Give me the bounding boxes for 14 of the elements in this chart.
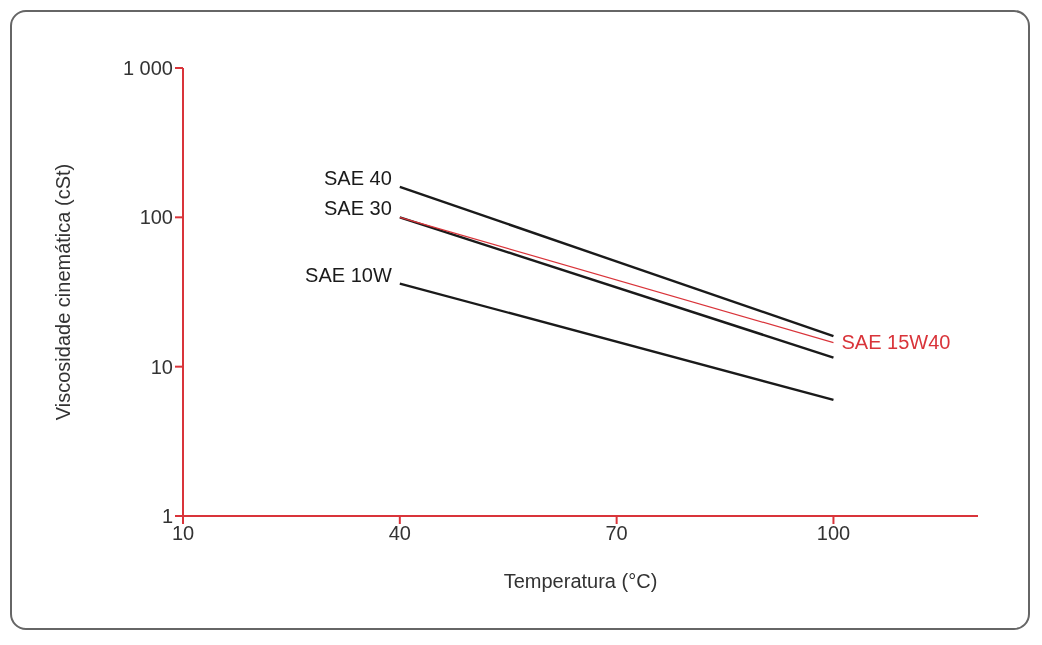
y-tick-label: 1 bbox=[161, 505, 173, 528]
x-tick-label: 70 bbox=[605, 522, 628, 545]
series-label: SAE 10W bbox=[305, 263, 392, 286]
x-tick-label: 40 bbox=[388, 522, 411, 545]
y-axis-title: Viscosidade cinemática (cSt) bbox=[52, 163, 75, 421]
x-axis-title: Temperatura (°C) bbox=[503, 570, 658, 592]
x-tick-label: 100 bbox=[816, 522, 851, 545]
series-label: SAE 15W40 bbox=[841, 330, 951, 353]
y-tick-label: 1 000 bbox=[122, 57, 173, 80]
y-tick-label: 100 bbox=[139, 206, 173, 229]
series-label: SAE 30 bbox=[323, 197, 392, 220]
y-tick-label: 10 bbox=[150, 355, 173, 378]
x-tick-label: 10 bbox=[171, 522, 195, 545]
series-label: SAE 40 bbox=[323, 166, 392, 189]
